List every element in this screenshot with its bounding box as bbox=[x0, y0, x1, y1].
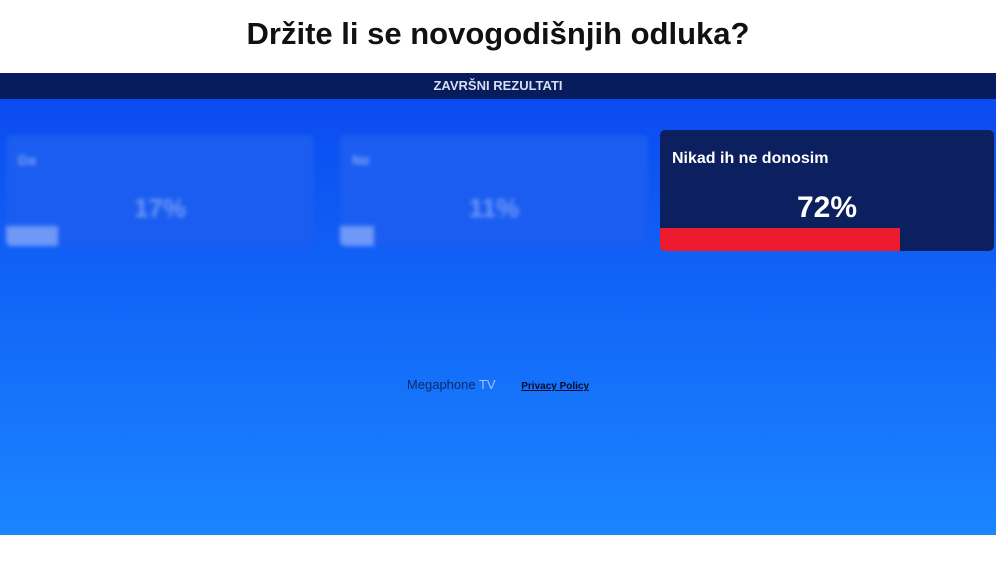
option-label: Da bbox=[18, 152, 36, 168]
option-result-bar bbox=[340, 226, 374, 246]
poll-widget: ZAVRŠNI REZULTATI Da 17% Ne 11% Nikad ih… bbox=[0, 73, 996, 535]
option-card-da: Da 17% bbox=[6, 135, 314, 246]
brand-name: Megaphone bbox=[406, 377, 476, 392]
option-label: Ne bbox=[352, 152, 370, 168]
option-result-bar bbox=[660, 228, 901, 251]
option-result-bar bbox=[6, 226, 59, 246]
widget-footer: Megaphone TV Privacy Policy bbox=[0, 377, 996, 392]
option-percent: 17% bbox=[133, 193, 187, 223]
option-label: Nikad ih ne donosim bbox=[672, 150, 829, 167]
privacy-policy-link[interactable]: Privacy Policy bbox=[521, 381, 590, 392]
results-header: ZAVRŠNI REZULTATI bbox=[0, 73, 996, 99]
option-card-ne: Ne 11% bbox=[340, 135, 648, 246]
option-card-nikad: Nikad ih ne donosim 72% bbox=[660, 130, 994, 251]
brand-suffix: TV bbox=[478, 377, 496, 392]
option-percent: 72% bbox=[796, 191, 858, 224]
option-percent: 11% bbox=[468, 193, 520, 223]
megaphone-logo: Megaphone TV bbox=[407, 377, 496, 392]
poll-title: Držite li se novogodišnjih odluka? bbox=[246, 16, 750, 51]
